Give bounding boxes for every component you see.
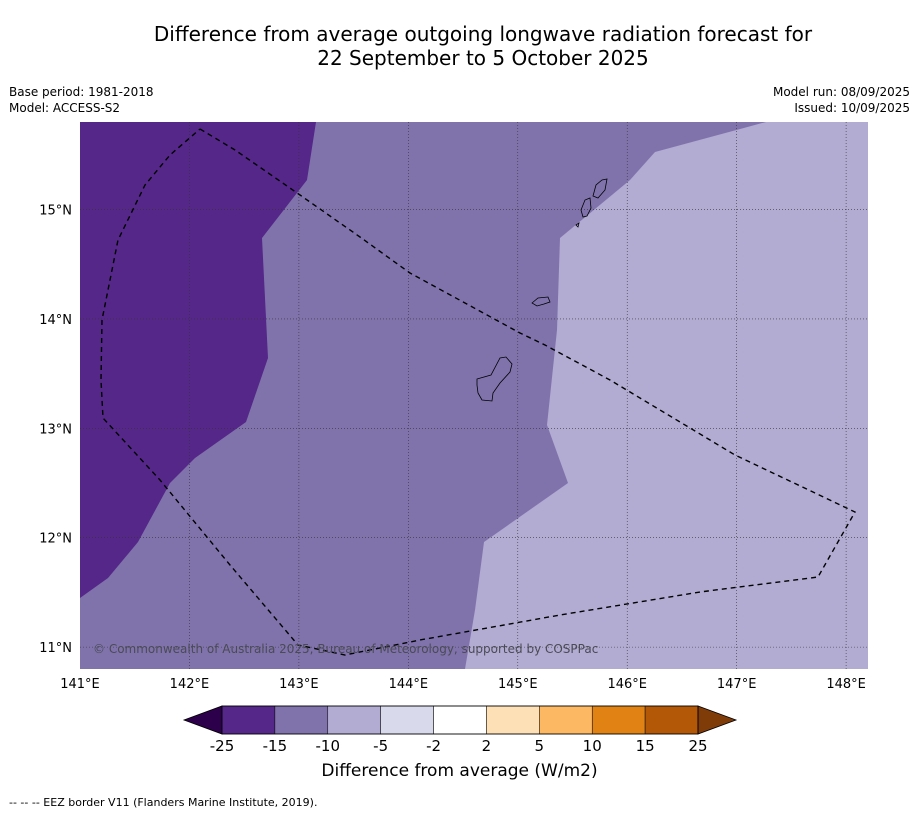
aguijan-island xyxy=(575,222,580,228)
run-info: Model run: 08/09/2025 Issued: 10/09/2025 xyxy=(773,84,910,116)
colorbar-tick-label: 5 xyxy=(535,737,545,755)
rota-island xyxy=(531,296,551,307)
colorbar-bands xyxy=(221,705,699,735)
issued-text: Issued: 10/09/2025 xyxy=(794,101,910,115)
lat-tick-label: 12°N xyxy=(39,532,72,547)
colorbar-tick-label: -5 xyxy=(373,737,388,755)
colorbar-tick-label: 25 xyxy=(688,737,707,755)
colorbar-over-arrow xyxy=(697,705,738,735)
copyright-text: © Commonwealth of Australia 2025, Bureau… xyxy=(93,642,598,656)
lon-tick-label: 146°E xyxy=(607,677,647,692)
colorbar-tick-label: -25 xyxy=(210,737,235,755)
colorbar-under-arrow xyxy=(182,705,223,735)
anomaly-field xyxy=(80,122,868,669)
eez-border xyxy=(100,128,856,656)
lon-tick-label: 145°E xyxy=(498,677,538,692)
anomaly-band-minus25-to-minus15 xyxy=(80,122,316,598)
colorbar-frame xyxy=(221,705,699,735)
islands xyxy=(476,178,608,402)
latitude-tick-labels: 11°N 12°N 13°N 14°N 15°N xyxy=(39,204,72,657)
base-period-text: Base period: 1981-2018 xyxy=(9,85,154,99)
colorbar-tick-label: -2 xyxy=(426,737,441,755)
model-run-text: Model run: 08/09/2025 xyxy=(772,85,910,99)
lon-tick-label: 144°E xyxy=(389,677,429,692)
saipan-island xyxy=(592,178,608,199)
colorbar-tick-label: -10 xyxy=(316,737,341,755)
colorbar-tick-label: 15 xyxy=(636,737,655,755)
lon-tick-label: 143°E xyxy=(279,677,319,692)
colorbar-swatch xyxy=(327,705,381,735)
lat-tick-label: 11°N xyxy=(39,641,72,656)
tinian-island xyxy=(580,197,592,218)
map-title: Difference from average outgoing longwav… xyxy=(0,22,919,70)
lat-tick-label: 14°N xyxy=(39,313,72,328)
model-info: Base period: 1981-2018 Model: ACCESS-S2 xyxy=(9,84,154,116)
colorbar-swatch xyxy=(221,705,276,735)
lat-tick-label: 13°N xyxy=(39,422,72,437)
lon-tick-label: 142°E xyxy=(170,677,210,692)
colorbar-tick-label: 2 xyxy=(482,737,492,755)
colorbar-swatch xyxy=(644,705,699,735)
colorbar-swatch xyxy=(486,705,540,735)
colorbar-swatch xyxy=(380,705,434,735)
guam-island xyxy=(476,356,513,402)
model-text: Model: ACCESS-S2 xyxy=(9,101,121,115)
graticule xyxy=(80,122,868,669)
map-title-line1: Difference from average outgoing longwav… xyxy=(153,22,813,46)
map-title-line2: 22 September to 5 October 2025 xyxy=(317,46,649,70)
colorbar-label: Difference from average (W/m2) xyxy=(321,761,598,781)
colorbar-tick-label: -15 xyxy=(263,737,288,755)
colorbar-swatch xyxy=(274,705,329,735)
lon-tick-label: 141°E xyxy=(60,677,100,692)
colorbar-swatch xyxy=(591,705,646,735)
colorbar-swatch xyxy=(539,705,593,735)
eez-legend-text: -- -- -- EEZ border V11 (Flanders Marine… xyxy=(9,796,318,809)
colorbar-swatch xyxy=(433,705,487,735)
lat-tick-label: 15°N xyxy=(39,204,72,219)
colorbar-tick-label: 10 xyxy=(583,737,602,755)
lon-tick-label: 147°E xyxy=(717,677,757,692)
longitude-tick-labels: 141°E 142°E 143°E 144°E 145°E 146°E 147°E 148°E xyxy=(60,677,866,692)
colorbar-tick-labels: -25 -15 -10 -5 -2 2 5 10 15 25 xyxy=(210,737,708,755)
colorbar-title: Difference from average (W/m2) xyxy=(0,761,919,781)
lon-tick-label: 148°E xyxy=(826,677,866,692)
colorbar: -25 -15 -10 -5 -2 2 5 10 15 25 xyxy=(182,705,738,755)
